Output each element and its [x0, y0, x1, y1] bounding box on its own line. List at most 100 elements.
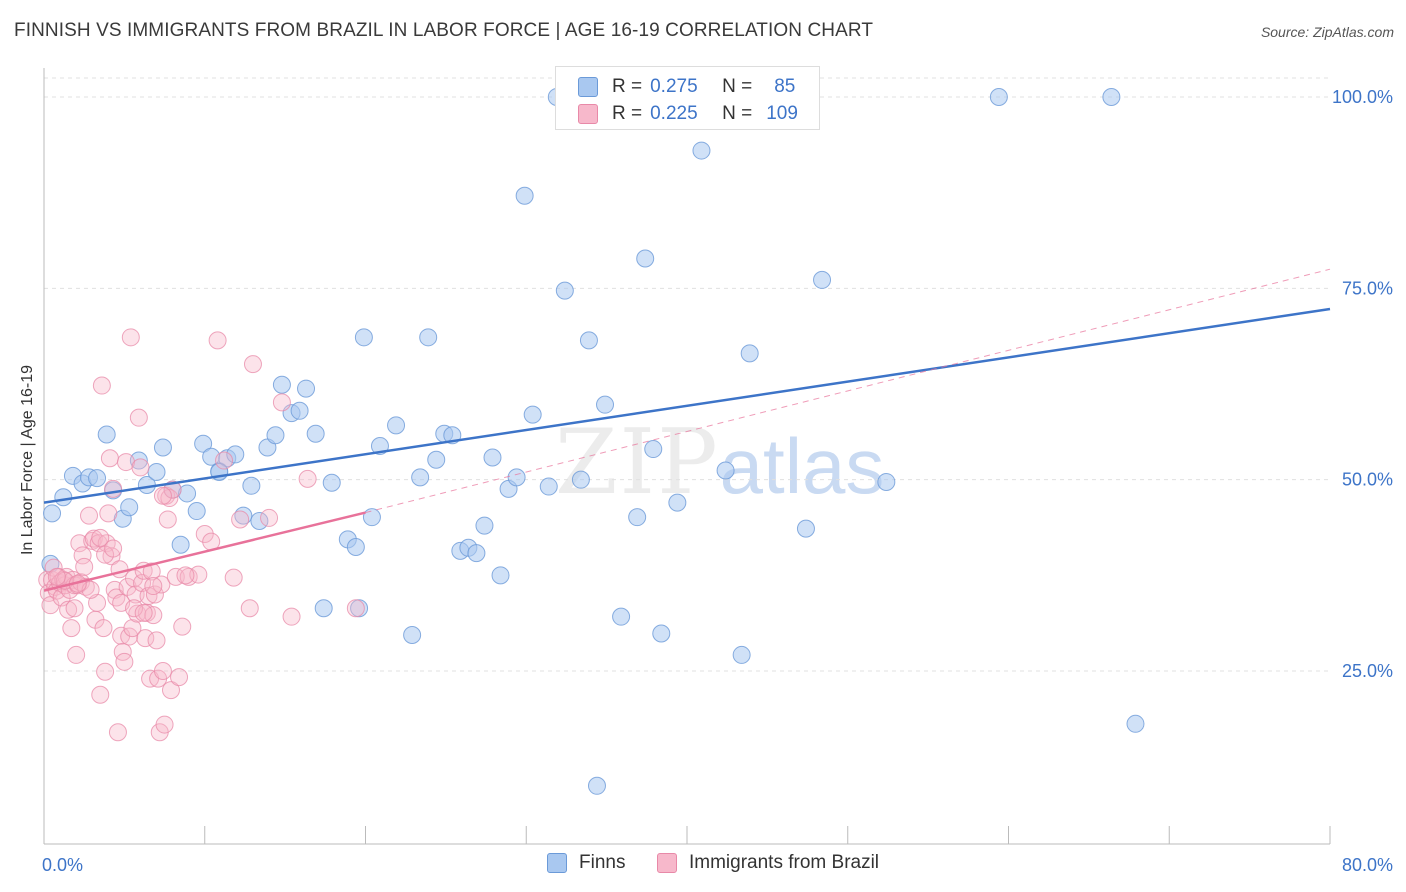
brazil-point: [108, 723, 127, 742]
finns-point: [290, 401, 309, 420]
finns-point: [989, 88, 1008, 106]
brazil-point: [147, 631, 166, 650]
r-label: R =: [612, 103, 643, 124]
brazil-point: [62, 619, 81, 638]
r-label: R =: [612, 76, 643, 97]
brazil-point: [189, 565, 208, 584]
brazil-point: [67, 645, 86, 664]
n-label: N =: [722, 76, 753, 97]
finns-point: [813, 270, 832, 289]
brazil-point: [282, 607, 301, 626]
legend-row-finns: R = 0.275 N = 85: [578, 74, 795, 100]
y-axis-label: In Labor Force | Age 16-19: [19, 364, 36, 556]
finns-point: [272, 375, 291, 394]
brazil-point: [144, 577, 163, 596]
finns-point: [692, 141, 711, 160]
finns-swatch: [578, 77, 598, 97]
brazil-point: [121, 328, 140, 347]
brazil-point: [163, 480, 182, 499]
finns-point: [411, 468, 430, 487]
finns-point: [571, 470, 590, 489]
finns-point: [354, 328, 373, 347]
brazil-point: [170, 668, 189, 687]
finns-series: [41, 88, 1145, 795]
legend-row-brazil: R = 0.225 N = 109: [578, 101, 798, 127]
brazil-point: [134, 603, 153, 622]
finns-point: [612, 607, 631, 626]
brazil-point: [59, 600, 78, 619]
finns-point: [579, 331, 598, 350]
brazil-point: [240, 599, 259, 618]
finns-point: [419, 328, 438, 347]
y-tick-label: 75.0%: [1342, 278, 1393, 298]
finns-point: [171, 535, 190, 554]
brazil-point: [47, 567, 66, 586]
brazil-point: [153, 662, 172, 680]
brazil-point: [298, 469, 317, 488]
watermark-zip: ZIP: [555, 410, 720, 515]
brazil-legend-label: Immigrants from Brazil: [689, 852, 880, 873]
brazil-point: [92, 376, 111, 395]
brazil-point: [115, 652, 134, 671]
brazil-point: [75, 557, 94, 576]
finns-point: [587, 776, 606, 795]
finns-point: [716, 461, 735, 480]
x-tick-label: 80.0%: [1342, 855, 1393, 875]
brazil-point: [166, 567, 185, 586]
finns-point: [507, 468, 526, 487]
brazil-point: [123, 619, 142, 638]
watermark: ZIPatlas: [555, 410, 884, 515]
finns-point: [266, 426, 285, 445]
brazil-r-value: 0.225: [650, 103, 698, 124]
finns-point: [187, 502, 206, 521]
brazil-point: [110, 560, 129, 579]
finns-point: [483, 448, 502, 467]
brazil-point: [161, 681, 180, 700]
tick-labels: 25.0% 50.0% 75.0% 100.0% 0.0% 80.0%: [42, 87, 1393, 875]
brazil-trend-extension: [365, 268, 1331, 514]
brazil-point: [173, 617, 192, 636]
brazil-point: [125, 599, 144, 618]
brazil-point: [96, 662, 115, 681]
brazil-point: [104, 479, 123, 498]
brazil-point: [65, 599, 84, 618]
brazil-point: [208, 331, 227, 350]
finns-point: [120, 498, 139, 517]
brazil-point: [139, 586, 158, 605]
finns-n-value: 85: [774, 76, 796, 97]
finns-point: [322, 473, 341, 492]
finns-legend-swatch: [547, 853, 567, 873]
brazil-point: [100, 449, 119, 468]
brazil-point: [155, 715, 174, 734]
brazil-n-value: 109: [766, 103, 798, 124]
finns-point: [1102, 88, 1121, 106]
finns-point: [539, 477, 558, 496]
source-credit: Source: ZipAtlas.com: [1260, 24, 1394, 40]
finns-point: [242, 476, 261, 495]
finns-point: [153, 438, 172, 457]
brazil-point: [158, 510, 177, 529]
bottom-legend-finns: Finns: [547, 852, 625, 874]
brazil-point: [102, 547, 121, 566]
brazil-series: [38, 328, 365, 742]
brazil-point: [195, 525, 214, 544]
finns-trend-line: [43, 307, 1331, 504]
finns-point: [475, 516, 494, 535]
brazil-point: [243, 355, 262, 374]
brazil-point: [129, 408, 148, 427]
x-tick-label: 0.0%: [42, 855, 83, 875]
brazil-point: [128, 604, 147, 623]
finns-point: [628, 508, 647, 527]
finns-point: [652, 624, 671, 643]
y-tick-label: 100.0%: [1332, 87, 1393, 107]
brazil-legend-swatch: [657, 853, 677, 873]
finns-point: [427, 450, 446, 469]
finns-point: [43, 504, 62, 523]
brazil-point: [126, 585, 145, 604]
brazil-point: [136, 629, 155, 648]
finns-point: [668, 493, 687, 512]
finns-point: [226, 445, 245, 464]
n-label: N =: [722, 103, 753, 124]
finns-point: [387, 416, 406, 435]
finns-point: [877, 472, 896, 491]
